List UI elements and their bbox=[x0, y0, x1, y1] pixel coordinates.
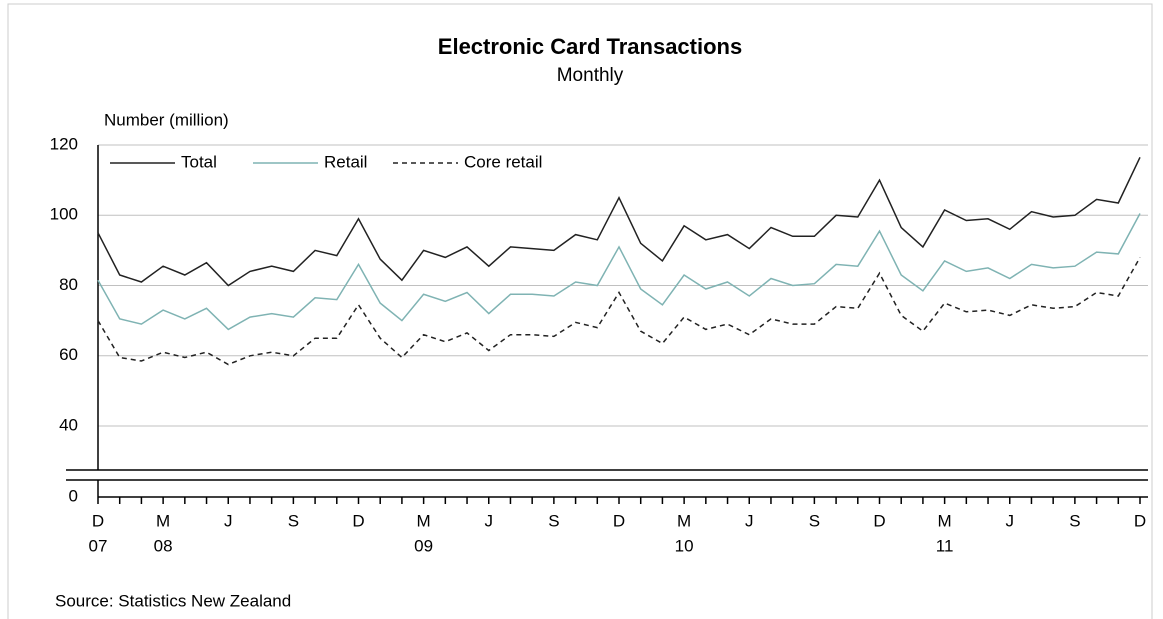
y-tick-label: 120 bbox=[50, 134, 78, 153]
y-tick-label: 0 bbox=[69, 486, 78, 505]
series-line bbox=[97, 257, 1141, 366]
x-tick-year: 07 bbox=[89, 536, 108, 555]
y-tick-label: 40 bbox=[59, 415, 78, 434]
x-tick-label: S bbox=[809, 511, 820, 530]
x-tick-label: S bbox=[1069, 511, 1080, 530]
x-tick-year: 10 bbox=[675, 536, 694, 555]
x-tick-label: M bbox=[156, 511, 170, 530]
y-axis-label: Number (million) bbox=[104, 110, 229, 129]
x-tick-label: J bbox=[224, 511, 233, 530]
x-tick-year: 08 bbox=[154, 536, 173, 555]
chart-title: Electronic Card Transactions bbox=[438, 34, 742, 59]
y-tick-label: 60 bbox=[59, 345, 78, 364]
x-tick-label: M bbox=[677, 511, 691, 530]
x-tick-label: J bbox=[1006, 511, 1015, 530]
x-tick-label: M bbox=[417, 511, 431, 530]
x-tick-year: 09 bbox=[414, 536, 433, 555]
source: Source: Statistics New Zealand bbox=[55, 591, 291, 610]
legend-label: Core retail bbox=[464, 152, 542, 171]
x-tick-label: J bbox=[745, 511, 754, 530]
x-tick-label: J bbox=[485, 511, 494, 530]
x-tick-label: M bbox=[938, 511, 952, 530]
x-tick-label: D bbox=[873, 511, 885, 530]
x-tick-label: D bbox=[92, 511, 104, 530]
x-tick-label: D bbox=[352, 511, 364, 530]
y-tick-label: 80 bbox=[59, 275, 78, 294]
y-tick-label: 100 bbox=[50, 205, 78, 224]
x-tick-label: D bbox=[613, 511, 625, 530]
chart-subtitle: Monthly bbox=[557, 65, 624, 86]
x-tick-label: S bbox=[548, 511, 559, 530]
legend-label: Total bbox=[181, 152, 217, 171]
x-tick-label: D bbox=[1134, 511, 1146, 530]
x-tick-label: S bbox=[288, 511, 299, 530]
series-line bbox=[97, 156, 1141, 287]
x-tick-year: 11 bbox=[936, 536, 954, 555]
frame bbox=[7, 3, 1153, 619]
series-line bbox=[97, 213, 1141, 331]
legend-label: Retail bbox=[324, 152, 367, 171]
